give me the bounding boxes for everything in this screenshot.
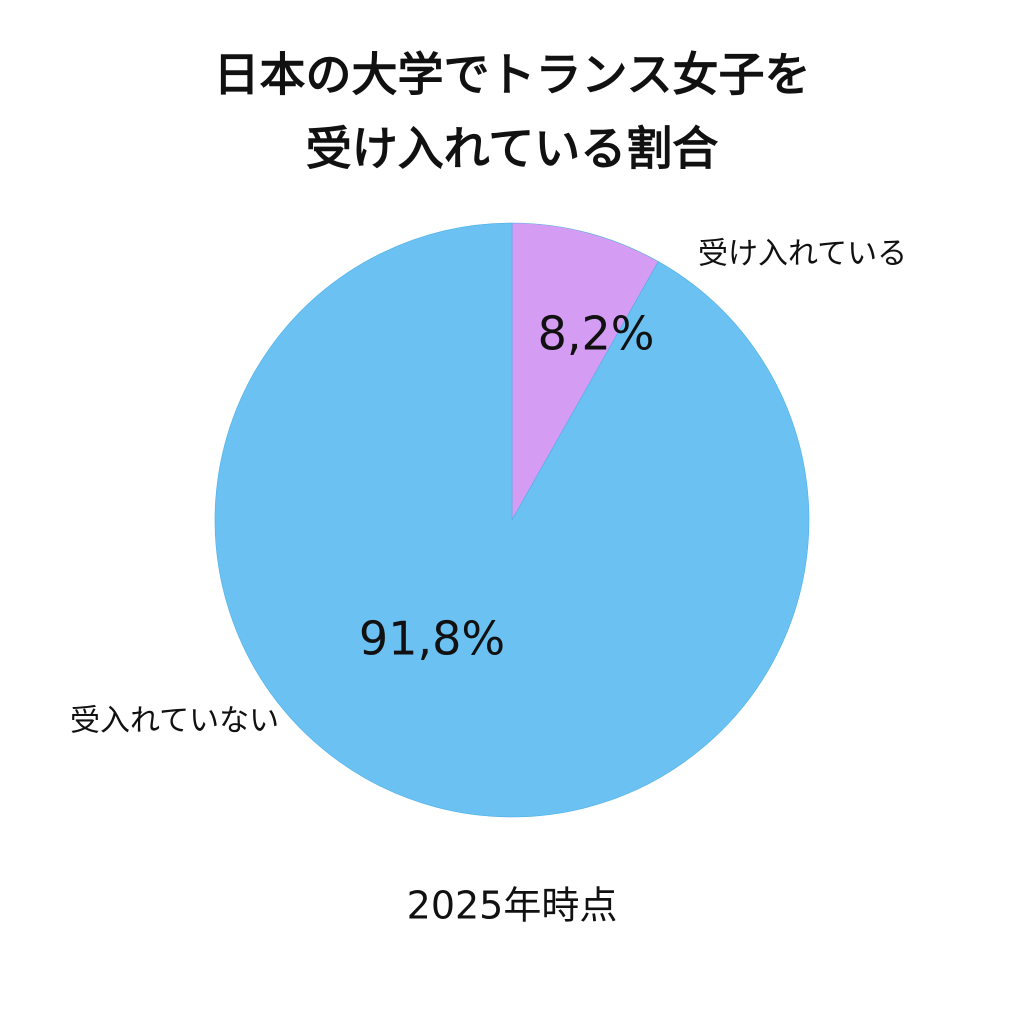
chart-title: 日本の大学でトランス女子を	[213, 48, 810, 102]
slice-value-label: 91,8%	[359, 612, 505, 666]
pie-slice	[214, 222, 810, 818]
slice-value-label: 8,2%	[538, 307, 655, 361]
footnote: 2025年時点	[407, 884, 618, 928]
chart-title: 受け入れている割合	[306, 122, 719, 176]
slice-category-label: 受け入れている	[698, 237, 907, 272]
pie	[214, 222, 810, 818]
pie-slice	[511, 222, 659, 522]
slice-category-label: 受入れていない	[70, 704, 279, 739]
